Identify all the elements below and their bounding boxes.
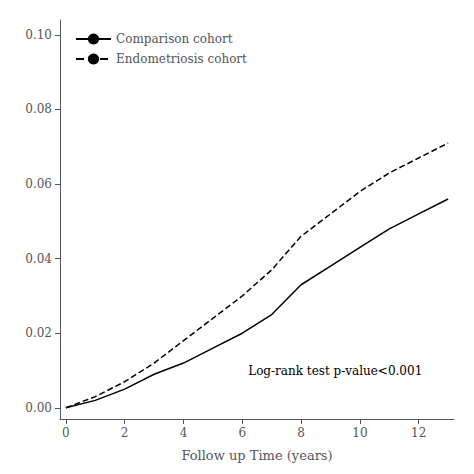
svg-text:0.04: 0.04 bbox=[25, 252, 52, 266]
svg-text:12: 12 bbox=[411, 426, 426, 440]
svg-text:0.08: 0.08 bbox=[25, 102, 52, 116]
svg-text:4: 4 bbox=[180, 426, 188, 440]
svg-text:10: 10 bbox=[352, 426, 367, 440]
svg-text:2: 2 bbox=[121, 426, 129, 440]
svg-text:6: 6 bbox=[238, 426, 246, 440]
svg-text:8: 8 bbox=[297, 426, 305, 440]
svg-text:0.06: 0.06 bbox=[25, 177, 52, 191]
svg-text:Log-rank test p-value<0.001: Log-rank test p-value<0.001 bbox=[248, 364, 422, 378]
svg-text:0: 0 bbox=[62, 426, 70, 440]
svg-text:Comparison cohort: Comparison cohort bbox=[116, 32, 233, 46]
svg-text:0.10: 0.10 bbox=[25, 28, 52, 42]
svg-text:0.00: 0.00 bbox=[25, 401, 52, 415]
svg-text:Endometriosis cohort: Endometriosis cohort bbox=[116, 52, 247, 66]
svg-text:Follow up Time (years): Follow up Time (years) bbox=[181, 448, 332, 463]
svg-text:0.02: 0.02 bbox=[25, 326, 52, 340]
